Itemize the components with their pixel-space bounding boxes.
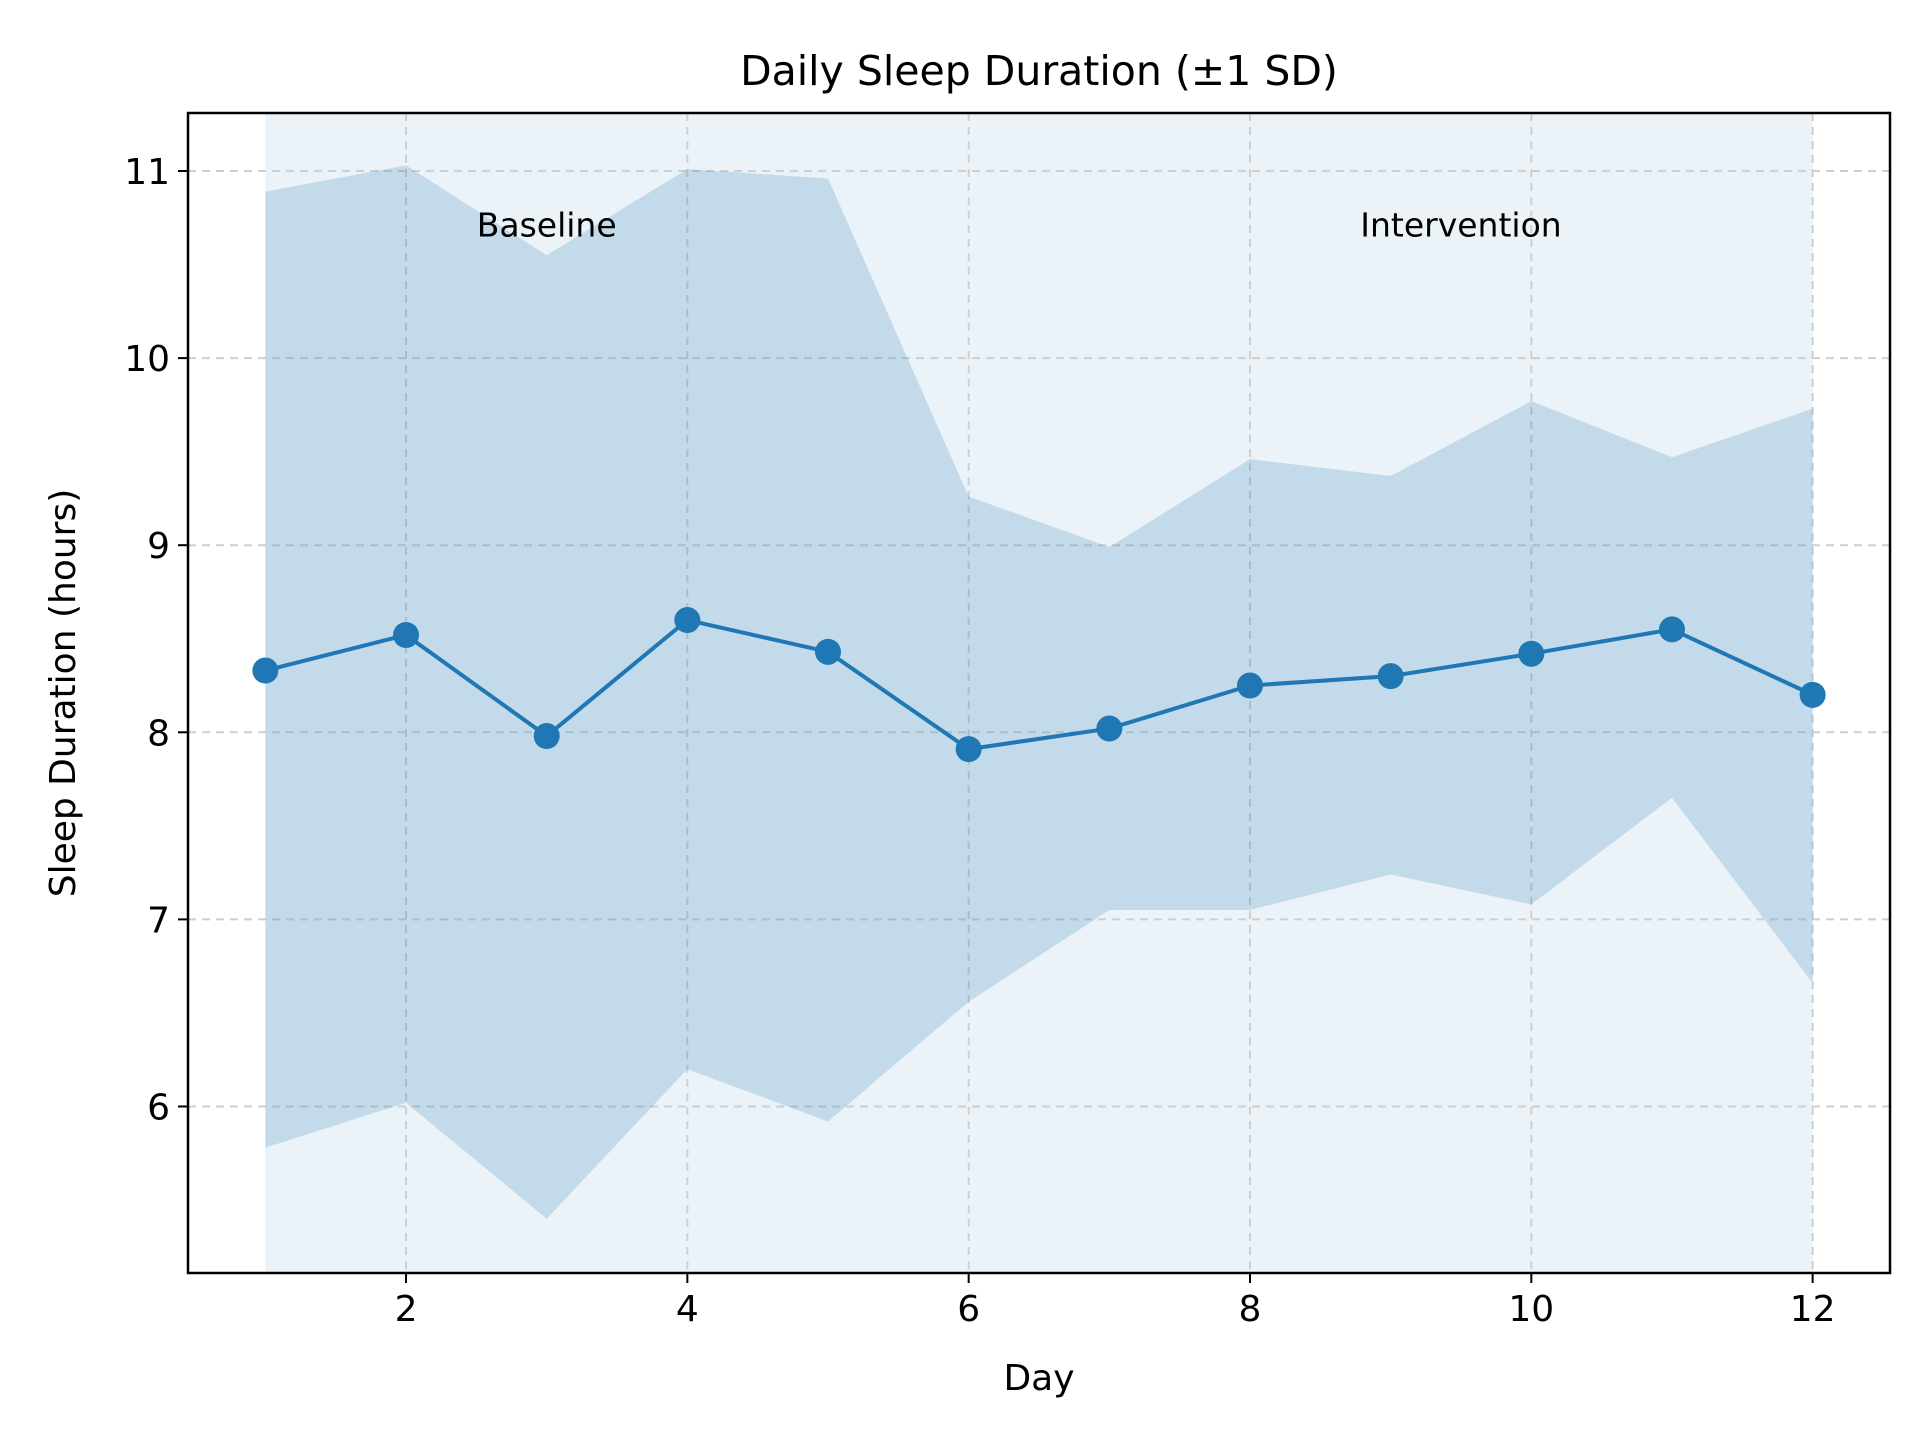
data-point: [1518, 640, 1545, 667]
data-point: [252, 657, 279, 684]
data-point: [815, 638, 842, 665]
x-tick-label: 8: [1239, 1289, 1262, 1330]
data-point: [674, 607, 701, 634]
mean-sleep-line: [264, 618, 1814, 752]
data-point: [393, 622, 420, 648]
x-tick-label: 6: [957, 1289, 980, 1330]
plot-frame: [186, 111, 1892, 1275]
x-tick-label: 10: [1508, 1289, 1554, 1330]
data-point: [1236, 672, 1263, 699]
phase-annotation: Baseline: [477, 205, 617, 244]
data-point: [955, 736, 982, 763]
y-tick-label: 7: [147, 900, 170, 941]
phase-annotation: Intervention: [1360, 205, 1561, 244]
x-tick-label: 12: [1790, 1289, 1836, 1330]
data-point: [1377, 663, 1404, 690]
data-point: [1096, 715, 1123, 742]
x-tick-label: 4: [676, 1289, 699, 1330]
y-tick-label: 10: [124, 339, 170, 380]
x-tick-label: 2: [395, 1289, 418, 1330]
data-point: [533, 723, 560, 750]
y-tick-label: 11: [124, 152, 170, 193]
y-tick-label: 6: [147, 1087, 170, 1128]
sd-band: [265, 165, 1813, 1219]
data-point: [1799, 681, 1826, 708]
study-period-span: [265, 113, 1813, 1273]
y-tick-label: 8: [147, 713, 170, 754]
x-axis-label: Day: [1003, 1358, 1074, 1399]
y-tick-label: 9: [147, 526, 170, 567]
y-axis-label: Sleep Duration (hours): [43, 489, 84, 898]
plot-area: Baseline Intervention 2 4 6 8 10 12 6 7 8 9 10 11: [124, 111, 1892, 1330]
data-point: [1658, 616, 1685, 643]
chart-title: Daily Sleep Duration (±1 SD): [740, 47, 1338, 95]
